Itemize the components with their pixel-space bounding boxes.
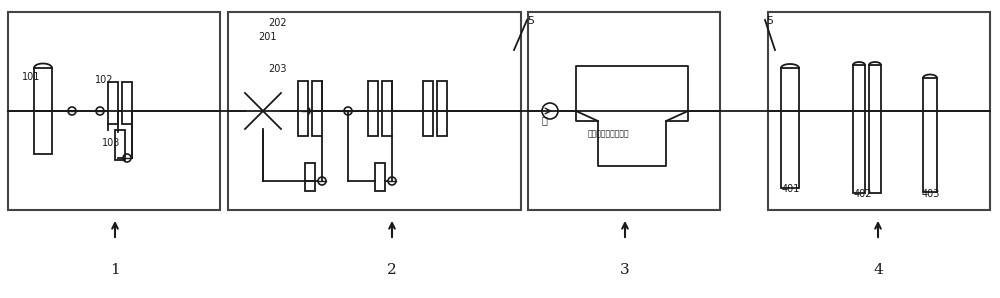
Text: 203: 203 <box>268 64 287 74</box>
Bar <box>853 65 865 193</box>
Bar <box>423 81 433 136</box>
Text: 5: 5 <box>527 16 534 26</box>
Text: 403: 403 <box>922 189 940 199</box>
Text: 2: 2 <box>387 263 397 277</box>
Bar <box>375 163 385 191</box>
Bar <box>437 81 447 136</box>
Bar <box>108 82 118 124</box>
Text: 102: 102 <box>95 75 114 85</box>
Text: 402: 402 <box>854 189 872 199</box>
Text: 4: 4 <box>873 263 883 277</box>
Bar <box>768 12 990 210</box>
Text: 202: 202 <box>268 18 287 28</box>
Bar <box>122 82 132 124</box>
Bar <box>312 81 322 136</box>
Bar <box>923 78 937 192</box>
Text: 201: 201 <box>258 32 276 42</box>
Bar <box>869 65 881 193</box>
Text: 103: 103 <box>102 138 120 148</box>
Text: 斜板沉降池、压滤机: 斜板沉降池、压滤机 <box>588 129 630 138</box>
Bar <box>228 12 521 210</box>
Text: 1: 1 <box>110 263 120 277</box>
Bar <box>115 130 125 160</box>
Text: 5: 5 <box>766 16 773 26</box>
Bar <box>368 81 378 136</box>
Bar <box>298 81 308 136</box>
Text: 401: 401 <box>782 184 800 194</box>
Text: 101: 101 <box>22 72 40 82</box>
Bar <box>305 163 315 191</box>
Bar <box>8 12 220 210</box>
Text: 3: 3 <box>620 263 630 277</box>
Bar <box>34 68 52 154</box>
Bar <box>382 81 392 136</box>
Bar <box>528 12 720 210</box>
Bar <box>781 68 799 188</box>
Text: 泵: 泵 <box>542 115 548 125</box>
